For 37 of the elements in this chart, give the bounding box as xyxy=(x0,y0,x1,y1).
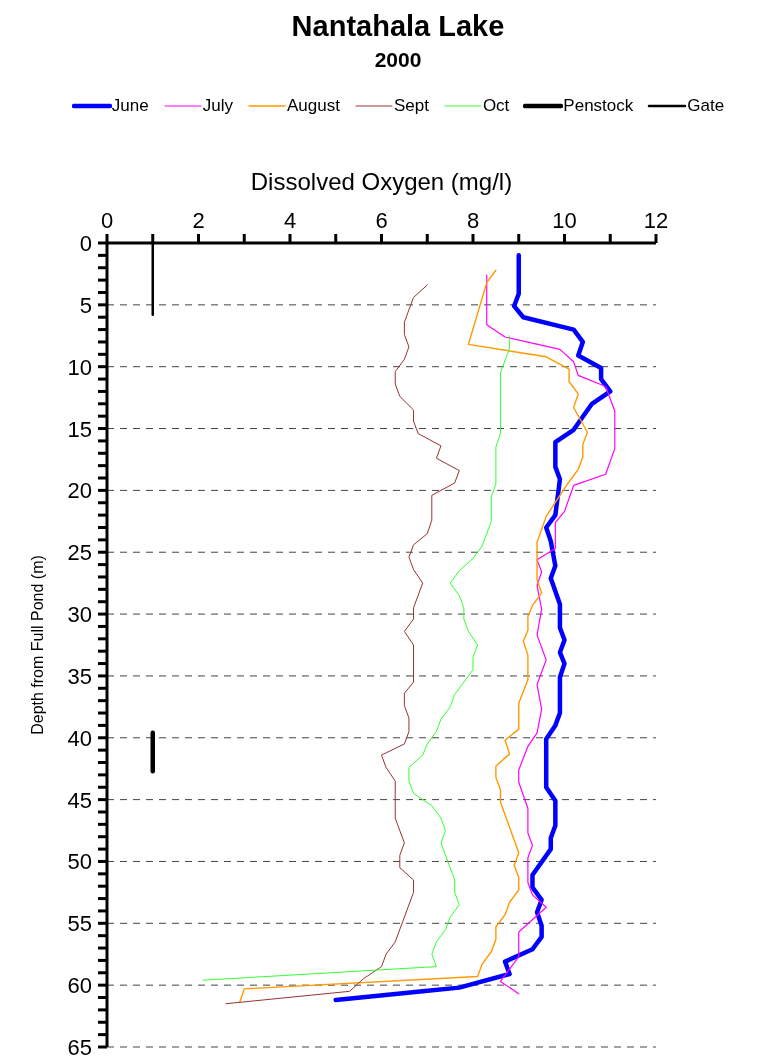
y-tick-label: 55 xyxy=(67,911,92,937)
y-tick-label: 15 xyxy=(67,416,92,442)
y-tick-label: 20 xyxy=(67,478,92,504)
x-tick-label: 8 xyxy=(466,208,480,233)
x-axis-title: Dissolved Oxygen (mg/l) xyxy=(250,168,513,196)
y-tick-label: 25 xyxy=(67,540,92,566)
y-tick-label: 65 xyxy=(67,1035,92,1060)
x-tick-label: 4 xyxy=(283,208,297,233)
legend-label: Oct xyxy=(482,96,510,116)
y-tick-label: 40 xyxy=(67,725,92,751)
line-series xyxy=(202,335,511,981)
y-tick-label: 5 xyxy=(79,292,92,318)
x-tick-label: 10 xyxy=(552,208,577,233)
y-axis-title: Depth from Full Pond (m) xyxy=(28,555,46,735)
legend-label: Sept xyxy=(393,96,429,116)
y-tick-label: 60 xyxy=(67,973,92,999)
y-tick-label: 50 xyxy=(67,849,92,875)
line-series xyxy=(486,274,616,995)
line-series xyxy=(333,253,613,1003)
y-tick-label: 35 xyxy=(67,663,92,689)
chart-title: Nantahala Lake xyxy=(290,10,506,43)
legend-label: August xyxy=(286,96,340,116)
legend-label: June xyxy=(111,96,149,116)
legend-label: July xyxy=(202,96,233,116)
y-tick-label: 0 xyxy=(79,231,92,256)
line-series xyxy=(225,284,460,1005)
x-tick-label: 2 xyxy=(192,208,205,233)
chart-subtitle: 2000 xyxy=(373,48,423,72)
y-tick-label: 45 xyxy=(67,787,92,813)
x-tick-label: 6 xyxy=(375,208,388,233)
x-tick-label: 12 xyxy=(643,208,669,233)
legend-label: Gate xyxy=(687,96,725,116)
line-series xyxy=(238,269,589,1004)
x-tick-label: 0 xyxy=(100,208,114,233)
y-tick-label: 10 xyxy=(67,354,92,380)
y-tick-label: 30 xyxy=(67,602,92,628)
legend-label: Penstock xyxy=(563,96,634,116)
